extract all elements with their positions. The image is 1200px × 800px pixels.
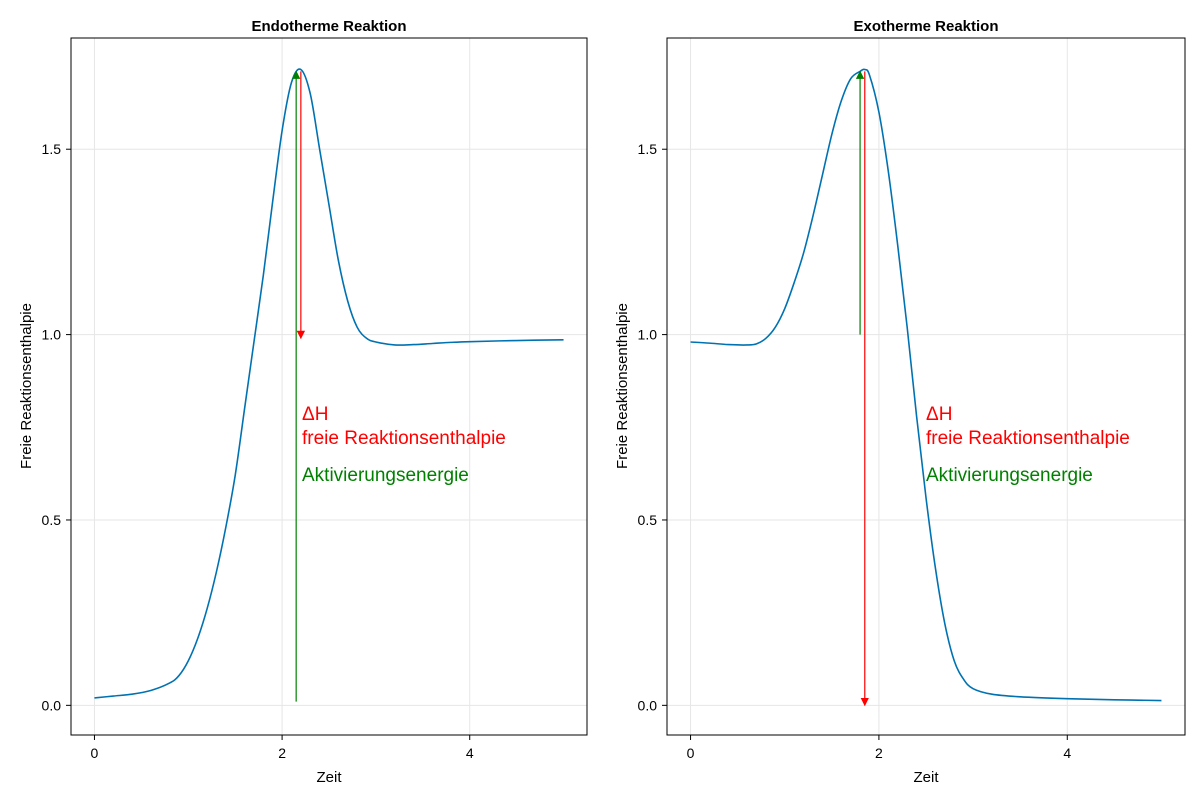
panel-exotherm: Exotherme Reaktion Zeit Freie Reaktionse… xyxy=(614,18,1186,786)
y-tick-label: 0.5 xyxy=(638,512,658,528)
y-tick-label: 1.5 xyxy=(638,141,658,157)
y-axis-label: Freie Reaktionsenthalpie xyxy=(18,303,35,469)
x-axis-label: Zeit xyxy=(913,769,939,786)
energy-curve xyxy=(690,68,1162,702)
delta-h-label: freie Reaktionsenthalpie xyxy=(302,428,506,449)
x-tick-label: 2 xyxy=(278,745,286,761)
x-axis-label: Zeit xyxy=(316,769,342,786)
chart-title: Exotherme Reaktion xyxy=(853,18,998,35)
plot-frame xyxy=(70,37,588,736)
grid-layer xyxy=(71,38,587,735)
energy-curve xyxy=(94,68,564,699)
panel-endotherm: Endotherme Reaktion Zeit Freie Reaktions… xyxy=(18,18,588,786)
plot-frame xyxy=(666,37,1186,736)
delta-h-label: freie Reaktionsenthalpie xyxy=(926,428,1130,449)
y-tick-label: 1.5 xyxy=(42,141,62,157)
ticks-layer: 0 2 4 0.0 0.5 1.0 1.5 xyxy=(638,141,1072,761)
delta-h-symbol: ΔH xyxy=(302,404,328,425)
x-tick-label: 4 xyxy=(466,745,474,761)
y-tick-label: 0.0 xyxy=(42,697,62,713)
activation-energy-label: Aktivierungsenergie xyxy=(302,465,469,486)
y-tick-label: 1.0 xyxy=(638,327,658,343)
grid-layer xyxy=(667,38,1185,735)
y-axis-label: Freie Reaktionsenthalpie xyxy=(614,303,631,469)
activation-energy-label: Aktivierungsenergie xyxy=(926,465,1093,486)
y-tick-label: 0.5 xyxy=(42,512,62,528)
x-tick-label: 4 xyxy=(1063,745,1071,761)
y-tick-label: 1.0 xyxy=(42,327,62,343)
chart-title: Endotherme Reaktion xyxy=(251,18,406,35)
x-tick-label: 0 xyxy=(91,745,99,761)
x-tick-label: 2 xyxy=(875,745,883,761)
ticks-layer: 0 2 4 0.0 0.5 1.0 1.5 xyxy=(42,141,474,761)
x-tick-label: 0 xyxy=(687,745,695,761)
delta-h-symbol: ΔH xyxy=(926,404,952,425)
y-tick-label: 0.0 xyxy=(638,697,658,713)
